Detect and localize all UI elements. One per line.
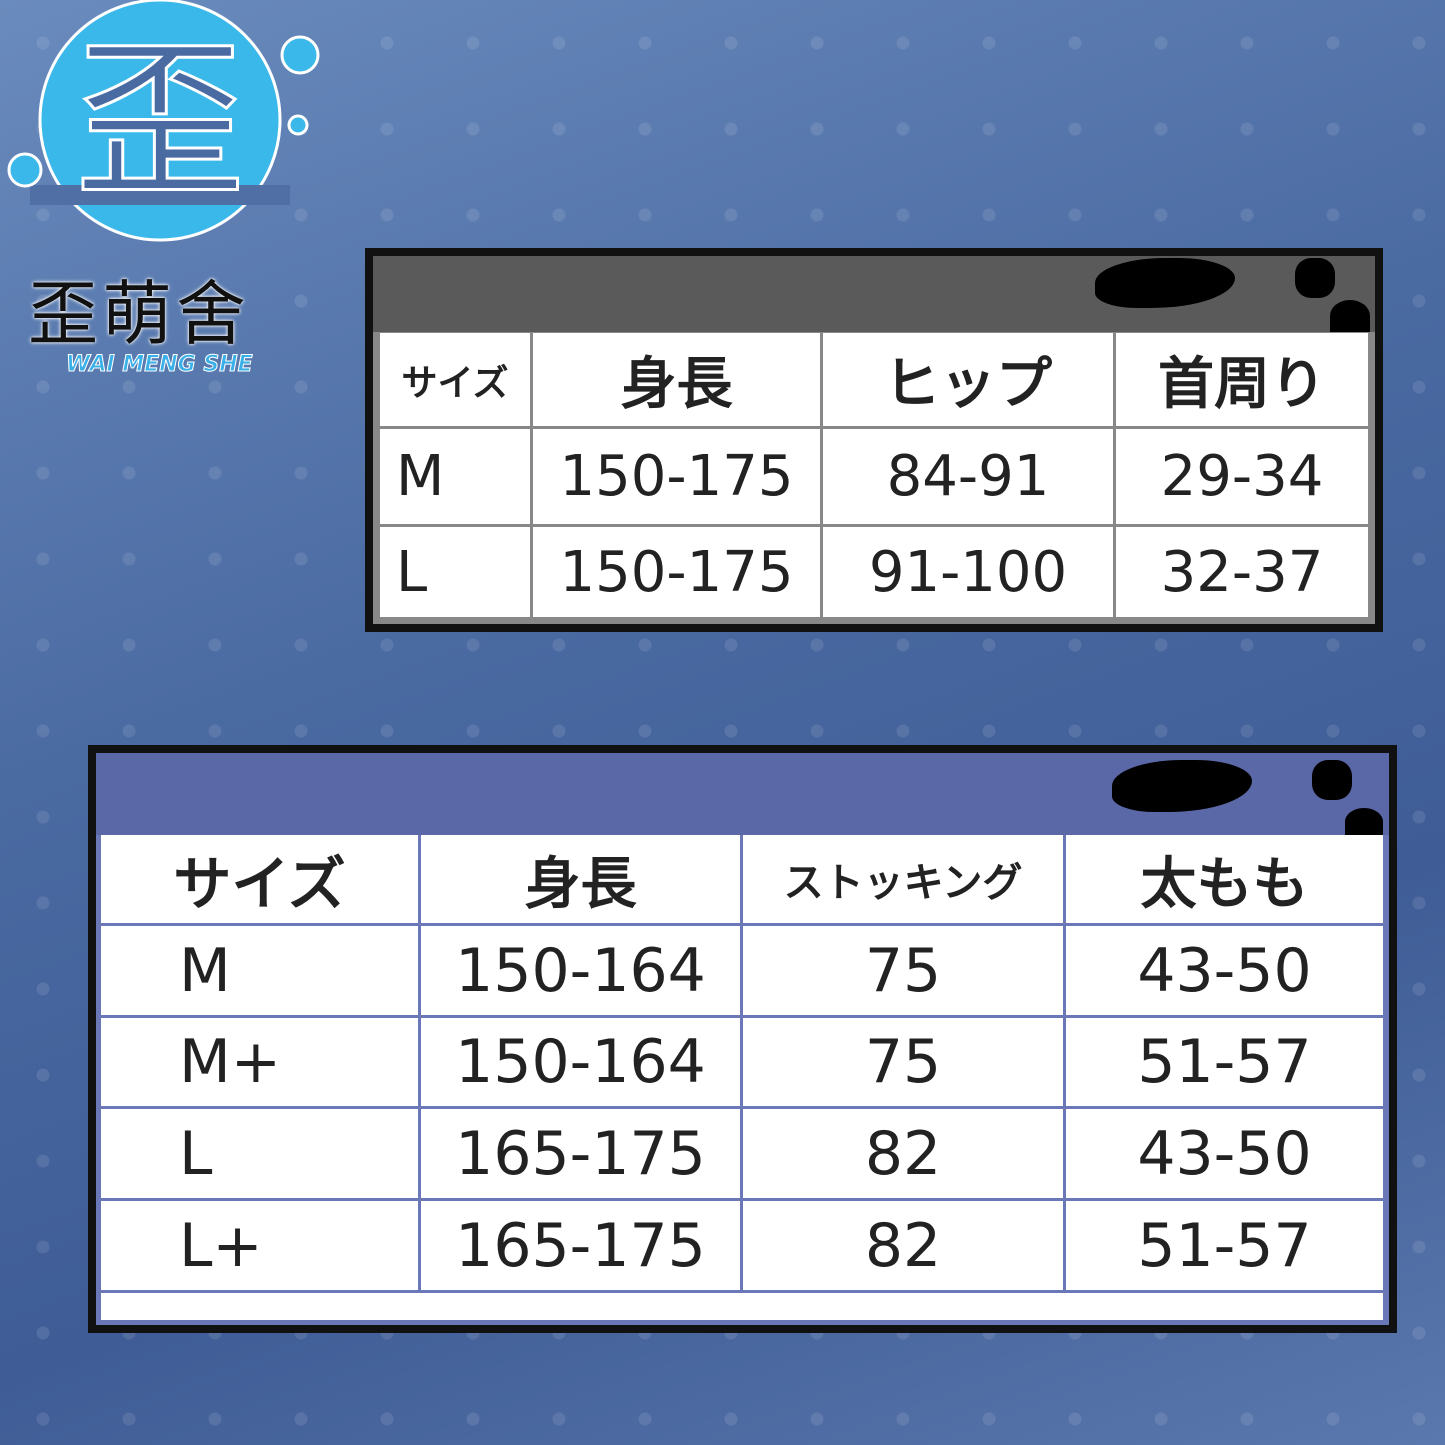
table-cell: 43-50	[1066, 926, 1383, 1015]
brand-name-cn: 歪萌舍	[28, 273, 250, 355]
cow-pattern-icon	[1295, 258, 1335, 298]
table-cell: L	[101, 1109, 418, 1198]
table-cell: 150-164	[421, 1018, 740, 1106]
table-cell: 91-100	[823, 527, 1113, 617]
table-cell: 82	[743, 1109, 1063, 1198]
column-header: 身長	[533, 333, 820, 426]
table-cell: 75	[743, 926, 1063, 1015]
table2-footer-strip	[101, 1293, 1383, 1320]
table-cell: 165-175	[421, 1109, 740, 1198]
table-cell: 165-175	[421, 1201, 740, 1290]
table-cell: 32-37	[1116, 527, 1368, 617]
column-header: サイズ	[380, 333, 530, 426]
table-cell: M+	[101, 1018, 418, 1106]
column-header: ストッキング	[743, 835, 1063, 923]
table-cell: 29-34	[1116, 429, 1368, 524]
table-cell: 150-175	[533, 527, 820, 617]
table-cell: L	[380, 527, 530, 617]
table-cell: 82	[743, 1201, 1063, 1290]
table-cell: M	[101, 926, 418, 1015]
brand-logo: 歪 歪萌舍 WAI MENG SHE	[0, 0, 330, 390]
table-cell: 51-57	[1066, 1201, 1383, 1290]
cow-pattern-icon	[1312, 760, 1352, 800]
table-cell: L+	[101, 1201, 418, 1290]
svg-text:歪: 歪	[75, 23, 245, 221]
column-header: ヒップ	[823, 333, 1113, 426]
table-cell: 51-57	[1066, 1018, 1383, 1106]
table-cell: 150-175	[533, 429, 820, 524]
cow-pattern-icon	[1345, 808, 1383, 835]
column-header: 首周り	[1116, 333, 1368, 426]
table-cell: 150-164	[421, 926, 740, 1015]
column-header: サイズ	[101, 835, 418, 923]
brand-name-en: WAI MENG SHE	[66, 352, 254, 378]
logo-emblem-icon: 歪	[7, 0, 320, 242]
table-cell: 75	[743, 1018, 1063, 1106]
cow-pattern-icon	[1330, 300, 1370, 332]
table-cell: 84-91	[823, 429, 1113, 524]
table-cell: 43-50	[1066, 1109, 1383, 1198]
column-header: 太もも	[1066, 835, 1383, 923]
column-header: 身長	[421, 835, 740, 923]
table-cell: M	[380, 429, 530, 524]
